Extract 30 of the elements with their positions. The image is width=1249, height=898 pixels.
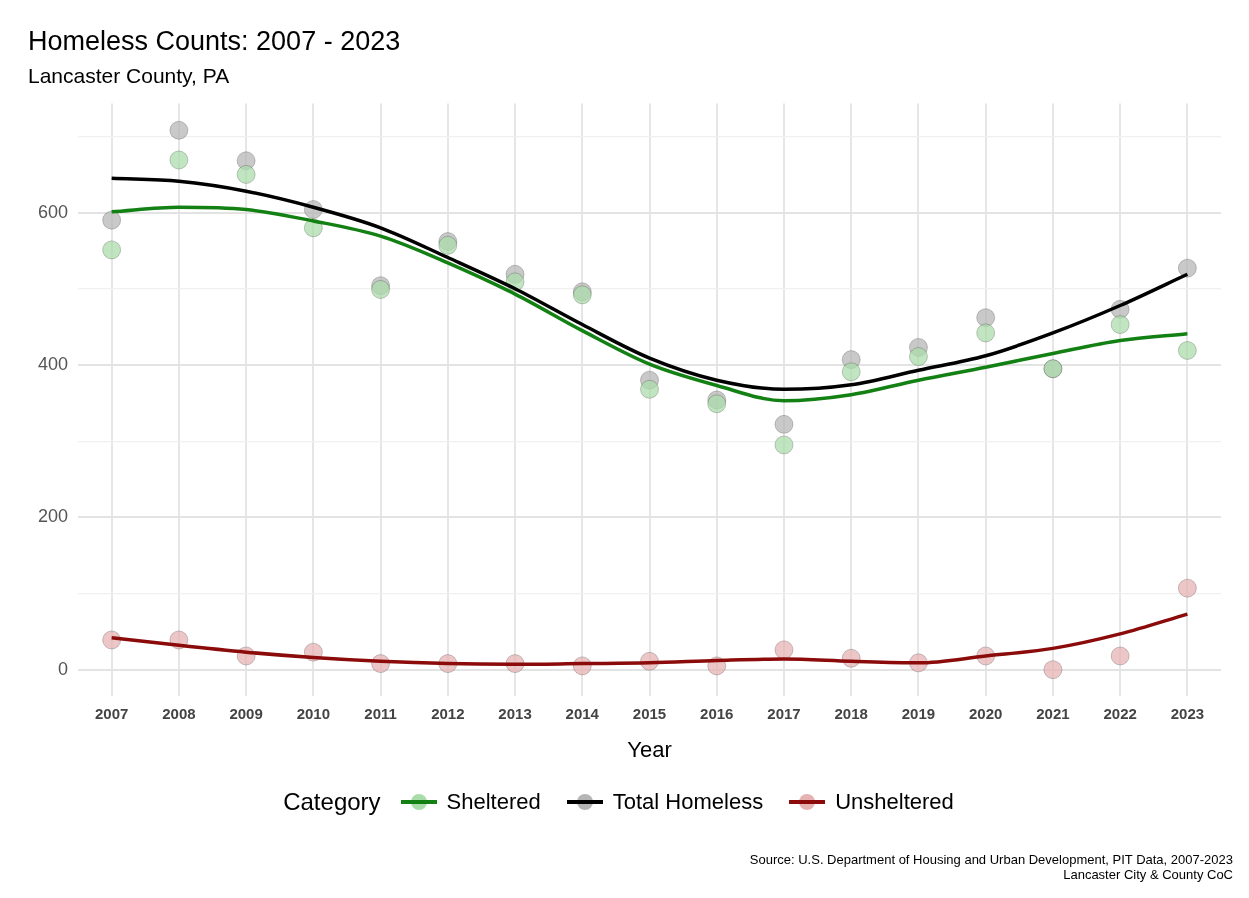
x-tick-label: 2022 <box>1103 704 1137 722</box>
x-tick-label: 2021 <box>1036 704 1070 722</box>
y-tick-label: 600 <box>37 201 69 222</box>
y-tick-label: 0 <box>58 658 69 679</box>
source-note: Source: U.S. Department of Housing and Urban Development, PIT Data, 2007-2023 <box>748 852 1233 867</box>
x-tick-label: 2015 <box>632 704 667 722</box>
x-tick-label: 2007 <box>94 704 129 722</box>
x-tick-label: 2013 <box>498 704 532 722</box>
legend-title: Category <box>283 788 381 816</box>
x-tick-label: 2019 <box>901 704 936 722</box>
x-tick-label: 2011 <box>364 704 397 722</box>
text: Lancaster City & County CoC <box>1062 867 1233 882</box>
legend-label: Total Homeless <box>612 789 764 815</box>
x-tick-label: 2010 <box>296 704 331 722</box>
x-tick-label: 2012 <box>431 704 465 722</box>
chart-subtitle: Lancaster County, PA <box>28 63 230 87</box>
x-tick-label: 2014 <box>565 704 600 722</box>
chart-title: Homeless Counts: 2007 - 2023 <box>28 25 401 56</box>
x-tick-label: 2020 <box>969 704 1003 722</box>
x-tick-label: 2023 <box>1170 704 1205 722</box>
y-tick-label: 200 <box>37 506 69 527</box>
x-axis-title: Year <box>627 736 672 762</box>
x-tick-label: 2017 <box>767 704 801 722</box>
y-tick-label: 400 <box>37 353 69 374</box>
x-tick-label: 2008 <box>162 704 196 722</box>
x-tick-label: 2016 <box>700 704 734 722</box>
x-tick-label: 2018 <box>834 704 868 722</box>
legend-label: Sheltered <box>446 789 541 815</box>
x-tick-label: 2009 <box>229 704 263 722</box>
legend-label: Unsheltered <box>835 789 954 815</box>
